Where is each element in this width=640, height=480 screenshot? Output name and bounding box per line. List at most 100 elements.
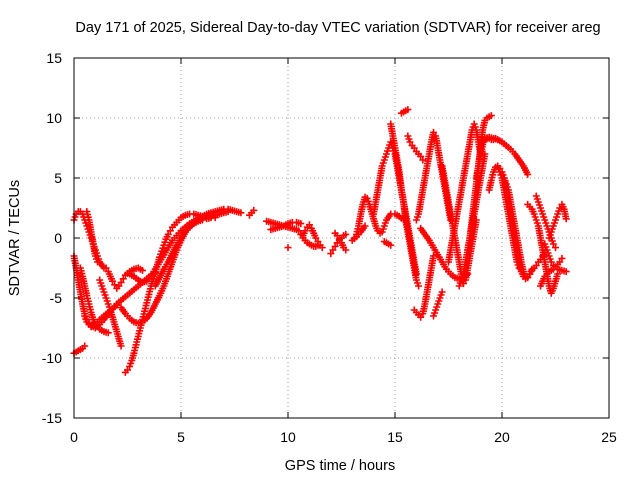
series-t44 bbox=[545, 200, 570, 242]
x-axis-label: GPS time / hours bbox=[285, 458, 395, 474]
x-tick-label: 15 bbox=[387, 429, 403, 445]
series-t16 bbox=[284, 244, 292, 252]
data-point bbox=[166, 227, 174, 235]
x-tick-label: 5 bbox=[177, 429, 185, 445]
series-t25 bbox=[387, 120, 423, 290]
y-tick-label: -10 bbox=[42, 350, 62, 366]
data-point bbox=[284, 244, 292, 252]
data-point bbox=[297, 220, 305, 228]
y-axis-label: SDTVAR / TECUs bbox=[7, 180, 23, 296]
y-tick-label: -15 bbox=[42, 410, 62, 426]
data-point bbox=[331, 242, 339, 250]
y-tick-label: 15 bbox=[46, 50, 62, 66]
data-point bbox=[124, 366, 131, 374]
data-point bbox=[549, 240, 557, 248]
data-point bbox=[419, 156, 427, 164]
data-point bbox=[117, 278, 125, 286]
data-point bbox=[115, 282, 123, 290]
series-t15 bbox=[267, 218, 305, 234]
series-t37 bbox=[477, 133, 532, 178]
data-point bbox=[524, 170, 532, 178]
data-point bbox=[314, 238, 322, 246]
series-t45 bbox=[541, 240, 566, 271]
data-point bbox=[552, 244, 559, 252]
series-t07 bbox=[96, 276, 125, 350]
data-point bbox=[558, 254, 566, 262]
series-t13 bbox=[245, 206, 258, 219]
data-point bbox=[94, 258, 102, 266]
data-point bbox=[312, 234, 320, 242]
data-point bbox=[327, 250, 335, 258]
y-tick-label: -5 bbox=[50, 290, 63, 306]
data-point bbox=[198, 216, 206, 224]
data-point bbox=[333, 232, 341, 240]
data-point bbox=[250, 206, 258, 214]
data-point bbox=[117, 342, 125, 350]
data-point bbox=[556, 204, 564, 212]
series-t27 bbox=[404, 132, 427, 164]
series-t29 bbox=[412, 128, 455, 224]
data-point bbox=[556, 258, 564, 266]
data-point bbox=[329, 246, 337, 254]
series-t05 bbox=[83, 208, 102, 266]
plot-frame bbox=[73, 57, 610, 419]
data-point bbox=[387, 241, 395, 249]
gridlines bbox=[74, 58, 609, 418]
y-tick-label: 10 bbox=[46, 110, 62, 126]
data-point bbox=[498, 170, 506, 178]
data-points bbox=[70, 106, 570, 376]
data-point bbox=[305, 221, 313, 229]
series-t28 bbox=[410, 252, 438, 321]
series-t04 bbox=[76, 264, 112, 337]
x-tick-label: 20 bbox=[494, 429, 510, 445]
x-tick-label: 0 bbox=[70, 429, 78, 445]
data-point bbox=[113, 301, 121, 309]
data-point bbox=[237, 209, 245, 217]
data-point bbox=[138, 266, 146, 274]
chart-title: Day 171 of 2025, Sidereal Day-to-day VTE… bbox=[75, 20, 600, 36]
data-point bbox=[404, 106, 412, 114]
data-point bbox=[111, 281, 119, 289]
series-t40 bbox=[498, 170, 536, 282]
data-point bbox=[102, 264, 110, 272]
y-tick-label: 0 bbox=[54, 230, 62, 246]
series-t11 bbox=[126, 205, 245, 286]
data-point bbox=[109, 277, 117, 285]
data-point bbox=[417, 152, 425, 160]
data-point bbox=[487, 112, 495, 120]
data-point bbox=[104, 329, 112, 337]
data-point bbox=[410, 144, 418, 152]
series-t24 bbox=[380, 238, 395, 249]
data-point bbox=[295, 227, 303, 235]
data-point bbox=[562, 215, 570, 223]
data-point bbox=[342, 246, 350, 254]
data-point bbox=[301, 227, 309, 235]
series-t20 bbox=[331, 229, 350, 254]
data-point bbox=[515, 264, 523, 272]
tick-labels: 0 5 10 15 20 25 -15 -10 -5 0 5 10 15 bbox=[42, 50, 617, 445]
data-point bbox=[406, 138, 414, 146]
series-t22 bbox=[348, 222, 369, 244]
data-point bbox=[211, 214, 219, 222]
series-t18 bbox=[299, 221, 326, 252]
series-t06 bbox=[81, 301, 121, 331]
data-point bbox=[119, 275, 127, 283]
x-tick-label: 25 bbox=[601, 429, 617, 445]
data-point bbox=[562, 268, 570, 276]
data-point bbox=[417, 313, 425, 321]
data-point bbox=[342, 230, 350, 238]
series-t31 bbox=[430, 288, 446, 320]
data-point bbox=[318, 244, 326, 252]
data-point bbox=[335, 235, 343, 243]
data-point bbox=[430, 128, 438, 136]
data-point bbox=[528, 265, 536, 273]
data-point bbox=[547, 258, 555, 266]
data-point bbox=[438, 288, 446, 296]
data-point bbox=[361, 222, 369, 230]
data-point bbox=[164, 230, 172, 238]
data-point bbox=[524, 274, 532, 282]
data-point bbox=[532, 262, 540, 270]
series-t12 bbox=[151, 216, 206, 290]
y-tick-label: 5 bbox=[54, 170, 62, 186]
